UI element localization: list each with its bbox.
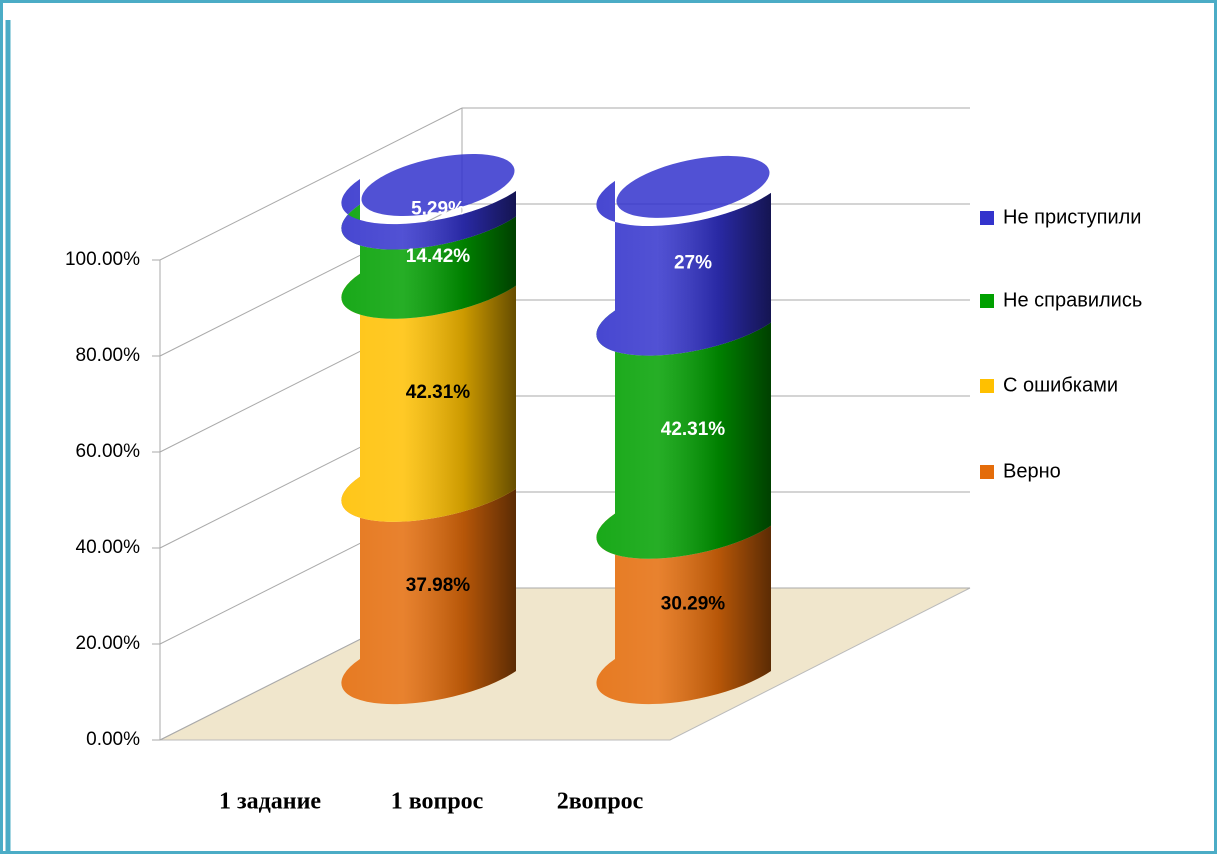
y-tick-label: 40.00% — [76, 537, 141, 558]
cylinder-top — [616, 155, 770, 218]
data-label: 42.31% — [661, 419, 726, 440]
y-tick-label: 80.00% — [76, 345, 141, 366]
data-label: 30.29% — [661, 593, 726, 614]
segment-shade — [596, 180, 771, 356]
y-tick-label: 20.00% — [76, 633, 141, 654]
segment-shade — [596, 513, 771, 705]
legend-label: Не справились — [1003, 289, 1142, 311]
y-tick-label: 0.00% — [86, 729, 140, 750]
legend-swatch — [980, 465, 994, 479]
data-label: 42.31% — [406, 382, 471, 403]
legend-label: Не приступили — [1003, 206, 1141, 228]
legend-swatch — [980, 379, 994, 393]
legend-swatch — [980, 211, 994, 225]
cylinder-top — [361, 154, 515, 216]
segment-shade — [596, 310, 771, 559]
y-tick-label: 60.00% — [76, 441, 141, 462]
data-label: 27% — [674, 253, 712, 274]
x-axis-label: 1 задание — [219, 789, 321, 815]
legend-label: Верно — [1003, 460, 1061, 482]
x-tick-label: 1 вопрос — [391, 789, 484, 815]
segment-shade — [341, 476, 516, 705]
data-label: 14.42% — [406, 246, 471, 267]
data-label: 37.98% — [406, 575, 471, 596]
segment-shade — [341, 273, 516, 522]
segment-shade — [341, 204, 516, 319]
y-tick-label: 100.00% — [65, 249, 140, 270]
grid-line — [159, 107, 463, 261]
x-tick-label: 2вопрос — [557, 789, 644, 815]
segment-shade — [341, 179, 516, 250]
data-label: 5.29% — [411, 199, 465, 220]
legend-label: С ошибками — [1003, 374, 1118, 396]
legend-swatch — [980, 294, 994, 308]
